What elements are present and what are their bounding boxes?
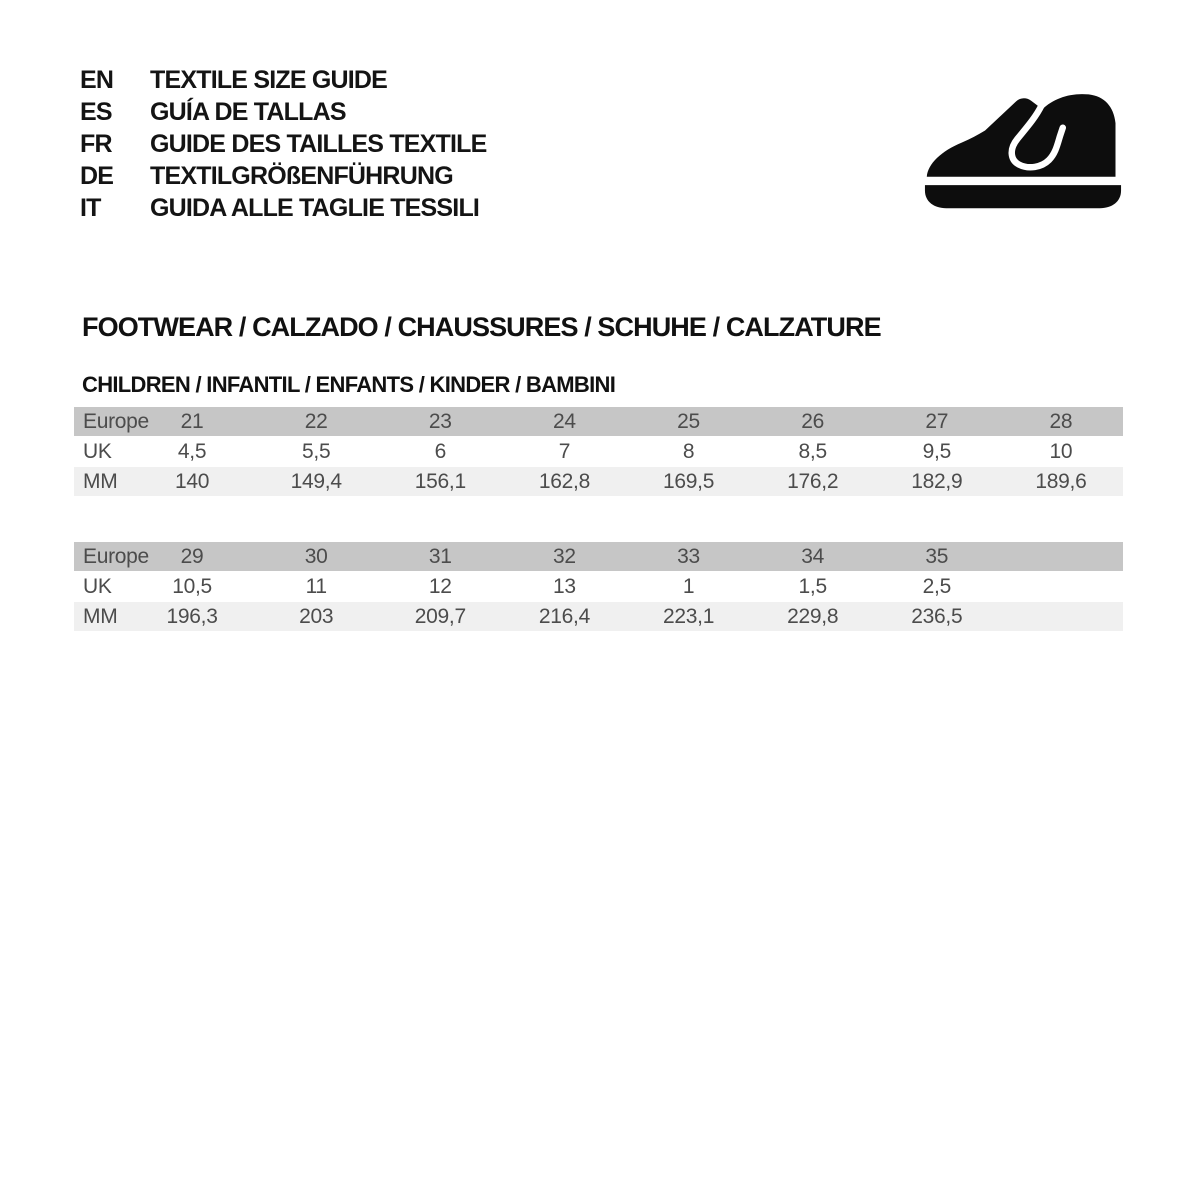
table-row-uk: UK 10,5 11 12 13 1 1,5 2,5: [74, 572, 1123, 601]
table-row-europe: Europe 29 30 31 32 33 34 35: [74, 542, 1123, 571]
size-cell: 156,1: [414, 469, 466, 493]
language-title: GUÍA DE TALLAS: [150, 97, 347, 126]
size-cell: 216,4: [538, 604, 590, 628]
size-cell: 10,5: [172, 574, 212, 598]
size-cell: 27: [925, 409, 949, 433]
children-shoe-icon: [912, 84, 1134, 214]
size-cell: 236,5: [911, 604, 963, 628]
size-cell: 149,4: [290, 469, 342, 493]
size-cell: 11: [305, 574, 328, 598]
language-row-es: ES GUÍA DE TALLAS: [80, 96, 487, 128]
language-title: TEXTILGRÖßENFÜHRUNG: [150, 161, 454, 190]
size-cell: 1: [682, 574, 695, 598]
size-cell: 29: [180, 544, 204, 568]
language-row-it: IT GUIDA ALLE TAGLIE TESSILI: [80, 192, 487, 224]
size-cell: 209,7: [414, 604, 466, 628]
table-row-mm: MM 140 149,4 156,1 162,8 169,5 176,2 182,9 189,6: [74, 467, 1123, 496]
size-cell: 7: [558, 439, 571, 463]
language-row-de: DE TEXTILGRÖßENFÜHRUNG: [80, 160, 487, 192]
size-cell: 33: [677, 544, 700, 568]
size-cell: 169,5: [663, 469, 715, 493]
table-row-uk: UK 4,5 5,5 6 7 8 8,5 9,5 10: [74, 437, 1123, 466]
size-cell: 1,5: [798, 574, 828, 598]
language-code: EN: [80, 65, 114, 94]
shoe-strap-outline: [1008, 102, 1067, 171]
language-title: TEXTILE SIZE GUIDE: [150, 65, 388, 94]
size-cell: 203: [299, 604, 334, 628]
size-cell: 196,3: [166, 604, 218, 628]
size-cell: 31: [428, 544, 452, 568]
size-cell: 26: [801, 409, 825, 433]
language-row-fr: FR GUIDE DES TAILLES TEXTILE: [80, 128, 487, 160]
size-cell: 12: [428, 574, 452, 598]
size-cell: 6: [434, 439, 447, 463]
row-label: UK: [83, 574, 112, 598]
shoe-sole: [924, 185, 1122, 209]
size-cell: 21: [180, 409, 204, 433]
size-cell: 189,6: [1035, 469, 1087, 493]
size-cell: 140: [174, 469, 210, 493]
section-subheading: CHILDREN / INFANTIL / ENFANTS / KINDER /…: [82, 372, 616, 397]
size-cell: 35: [925, 544, 949, 568]
size-cell: 24: [553, 409, 576, 433]
size-cell: 13: [553, 574, 576, 598]
language-code: IT: [80, 193, 101, 222]
language-row-en: EN TEXTILE SIZE GUIDE: [80, 64, 487, 96]
size-cell: 182,9: [911, 469, 963, 493]
language-code: DE: [80, 161, 114, 190]
language-title-list: EN TEXTILE SIZE GUIDE ES GUÍA DE TALLAS …: [80, 64, 487, 224]
row-label: Europe: [83, 544, 149, 568]
size-cell: 162,8: [538, 469, 590, 493]
row-label: MM: [83, 604, 118, 628]
size-table-children-21-28: Europe 21 22 23 24 25 26 27 28 UK 4,5 5,5 6 7 8 8,5 9,5 1…: [74, 407, 1123, 496]
table-row-europe: Europe 21 22 23 24 25 26 27 28: [74, 407, 1123, 436]
size-cell: 4,5: [177, 439, 207, 463]
language-code: FR: [80, 129, 113, 158]
size-cell: 32: [553, 544, 576, 568]
size-cell: 23: [428, 409, 452, 433]
row-label: UK: [83, 439, 112, 463]
size-cell: 34: [801, 544, 825, 568]
size-cell: 2,5: [922, 574, 952, 598]
size-table-children-29-35: Europe 29 30 31 32 33 34 35 UK 10,5 11 12 13 1 1,5 2,5 M…: [74, 542, 1123, 631]
size-cell: 176,2: [787, 469, 839, 493]
size-cell: 223,1: [663, 604, 715, 628]
size-cell: 30: [304, 544, 328, 568]
section-heading: FOOTWEAR / CALZADO / CHAUSSURES / SCHUHE…: [82, 312, 882, 342]
table-row-mm: MM 196,3 203 209,7 216,4 223,1 229,8 236,5: [74, 602, 1123, 631]
size-cell: 8: [682, 439, 695, 463]
size-cell: 5,5: [302, 439, 331, 463]
row-label: Europe: [83, 409, 149, 433]
size-cell: 9,5: [922, 439, 952, 463]
language-code: ES: [80, 97, 113, 126]
size-cell: 28: [1049, 409, 1073, 433]
size-cell: 8,5: [798, 439, 828, 463]
language-title: GUIDA ALLE TAGLIE TESSILI: [150, 193, 480, 222]
size-cell: 229,8: [787, 604, 839, 628]
row-label: MM: [83, 469, 118, 493]
size-cell: 25: [677, 409, 700, 433]
size-cell: 22: [304, 409, 328, 433]
size-cell: 10: [1049, 439, 1073, 463]
language-title: GUIDE DES TAILLES TEXTILE: [150, 129, 487, 158]
